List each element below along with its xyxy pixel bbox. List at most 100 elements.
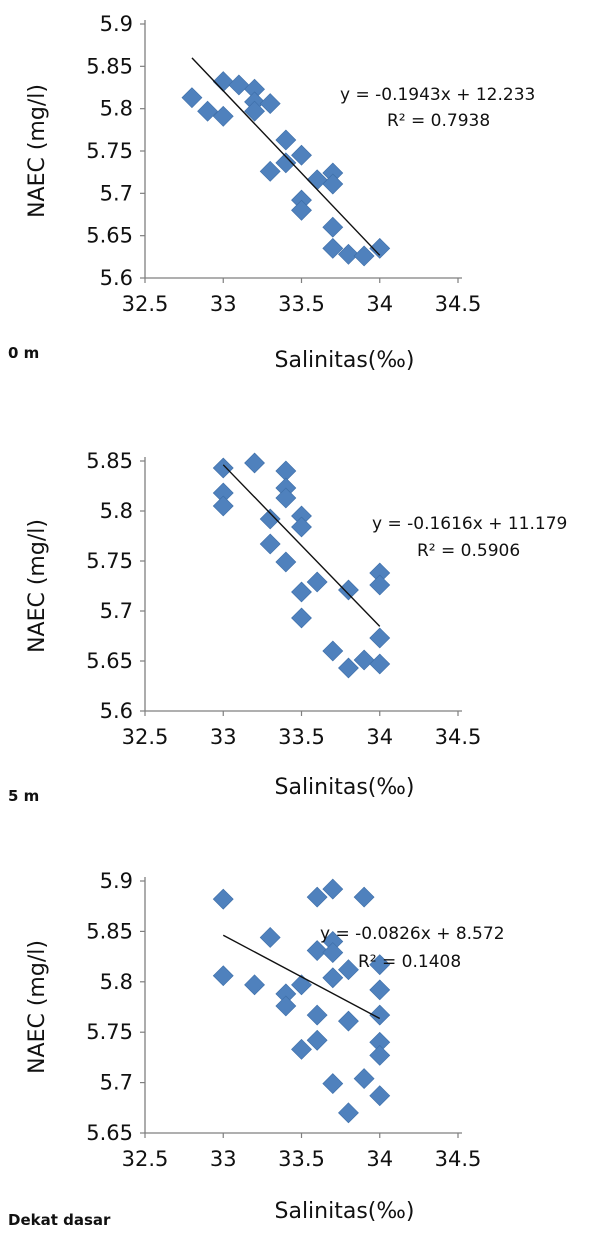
data-point-marker — [353, 886, 375, 908]
data-point-marker — [322, 942, 344, 963]
data-point-marker — [369, 979, 391, 1001]
data-point-marker — [212, 495, 234, 517]
scatter-chart-0m: 5.6 5.65 5.7 5.75 5.8 5.85 5.9 32.5 33 33.5 34 34.5… — [25, 12, 535, 373]
x-tick-label: 34 — [366, 725, 393, 749]
data-point-marker — [291, 516, 312, 538]
x-tick-label: 32.5 — [122, 1147, 169, 1171]
x-axis-title: Salinitas(‰) — [275, 775, 415, 800]
data-point-marker — [306, 1029, 328, 1051]
data-point-marker — [275, 129, 297, 151]
scatter-chart-dekat-dasar: 5.65 5.7 5.75 5.8 5.85 5.9 32.5 33 33.5 34 34.5 Sal… — [25, 869, 505, 1224]
trendline-equation: y = -0.1943x + 12.233 — [340, 85, 535, 105]
r-squared-label: R² = 0.7938 — [387, 111, 490, 131]
data-point-marker — [291, 1038, 312, 1060]
trendline — [191, 57, 381, 256]
y-axis-title: NAEC (mg/l) — [25, 519, 50, 653]
x-tick-label: 34 — [366, 1147, 393, 1171]
data-point-marker — [322, 967, 344, 989]
y-tick-label: 5.8 — [100, 499, 133, 523]
trendline-equation: y = -0.0826x + 8.572 — [320, 924, 505, 944]
data-point-marker — [212, 888, 234, 910]
data-point-marker — [259, 93, 281, 115]
data-point-marker — [369, 1085, 391, 1107]
data-point-marker — [369, 1004, 391, 1026]
data-point-marker — [275, 487, 297, 509]
data-point-marker — [369, 574, 391, 596]
data-point-marker — [181, 87, 203, 109]
y-tick-label: 5.85 — [86, 919, 133, 943]
y-tick-label: 5.8 — [100, 970, 133, 994]
data-point-marker — [275, 995, 297, 1017]
y-tick-label: 5.9 — [100, 869, 133, 893]
y-tick-label: 5.75 — [86, 1020, 133, 1044]
panel-label: Dekat dasar — [8, 1211, 111, 1229]
y-tick-label: 5.7 — [100, 599, 133, 623]
data-point-marker — [369, 1044, 391, 1066]
chart-panel-5m: 5.6 5.65 5.7 5.75 5.8 5.85 32.5 33 33.5 34 34.5 Sal… — [0, 413, 589, 826]
data-point-marker — [322, 1073, 344, 1095]
y-tick-label: 5.8 — [100, 97, 133, 121]
data-point-marker — [322, 173, 344, 195]
data-point-marker — [291, 607, 312, 629]
data-point-marker — [228, 74, 250, 96]
y-tick-label: 5.7 — [100, 181, 133, 205]
data-point-marker — [259, 533, 281, 555]
data-point-marker — [322, 237, 344, 259]
data-point-marker — [259, 160, 281, 182]
y-tick-label: 5.7 — [100, 1071, 133, 1095]
x-tick-label: 33.5 — [278, 1147, 325, 1171]
data-point-marker — [369, 954, 391, 976]
y-axis-title: NAEC (mg/l) — [25, 84, 50, 218]
x-tick-label: 32.5 — [122, 725, 169, 749]
x-axis-title: Salinitas(‰) — [275, 1199, 415, 1224]
data-point-marker — [291, 199, 312, 221]
data-point-marker — [212, 457, 234, 479]
data-point-marker — [369, 237, 391, 259]
y-tick-label: 5.85 — [86, 54, 133, 78]
data-point-marker — [338, 1102, 359, 1124]
trendline-equation: y = -0.1616x + 11.179 — [372, 514, 567, 534]
x-tick-label: 33.5 — [278, 725, 325, 749]
x-tick-label: 32.5 — [122, 292, 169, 316]
x-tick-label: 34.5 — [435, 725, 482, 749]
x-tick-label: 33.5 — [278, 292, 325, 316]
y-tick-label: 5.65 — [86, 1121, 133, 1145]
panel-label: 0 m — [8, 344, 40, 362]
y-tick-label: 5.85 — [86, 449, 133, 473]
data-point-marker — [244, 452, 265, 474]
data-point-marker — [197, 100, 219, 122]
y-tick-label: 5.65 — [86, 224, 133, 248]
y-tick-label: 5.65 — [86, 649, 133, 673]
data-point-marker — [338, 579, 359, 601]
data-point-marker — [244, 974, 265, 996]
data-point-marker — [291, 144, 312, 166]
scatter-chart-5m: 5.6 5.65 5.7 5.75 5.8 5.85 32.5 33 33.5 34 34.5 Sal… — [25, 449, 567, 800]
data-point-marker — [353, 245, 375, 267]
data-point-marker — [322, 878, 344, 900]
data-point-marker — [369, 627, 391, 649]
y-tick-label: 5.6 — [100, 266, 133, 290]
data-point-marker — [353, 649, 375, 671]
chart-panel-dekat-dasar: 5.65 5.7 5.75 5.8 5.85 5.9 32.5 33 33.5 34 34.5 Sal… — [0, 826, 589, 1239]
trendline — [222, 464, 381, 627]
data-point-marker — [306, 940, 328, 961]
x-tick-label: 34.5 — [435, 292, 482, 316]
data-point-marker — [212, 965, 234, 987]
data-point-marker — [322, 216, 344, 238]
data-point-marker — [212, 71, 234, 92]
panel-label: 5 m — [8, 787, 40, 805]
data-point-marker — [291, 974, 312, 996]
data-point-marker — [322, 640, 344, 662]
y-tick-label: 5.75 — [86, 139, 133, 163]
data-point-marker — [306, 886, 328, 908]
data-point-marker — [244, 100, 265, 122]
data-point-marker — [291, 581, 312, 603]
x-tick-label: 34 — [366, 292, 393, 316]
r-squared-label: R² = 0.5906 — [417, 541, 520, 561]
x-tick-label: 33 — [210, 725, 237, 749]
chart-panel-0m: 5.6 5.65 5.7 5.75 5.8 5.85 5.9 32.5 33 33.5 34 34.5… — [0, 0, 589, 413]
y-axis-title: NAEC (mg/l) — [25, 940, 50, 1074]
data-point-marker — [338, 1010, 359, 1032]
data-point-marker — [275, 152, 297, 174]
data-point-marker — [338, 657, 359, 679]
